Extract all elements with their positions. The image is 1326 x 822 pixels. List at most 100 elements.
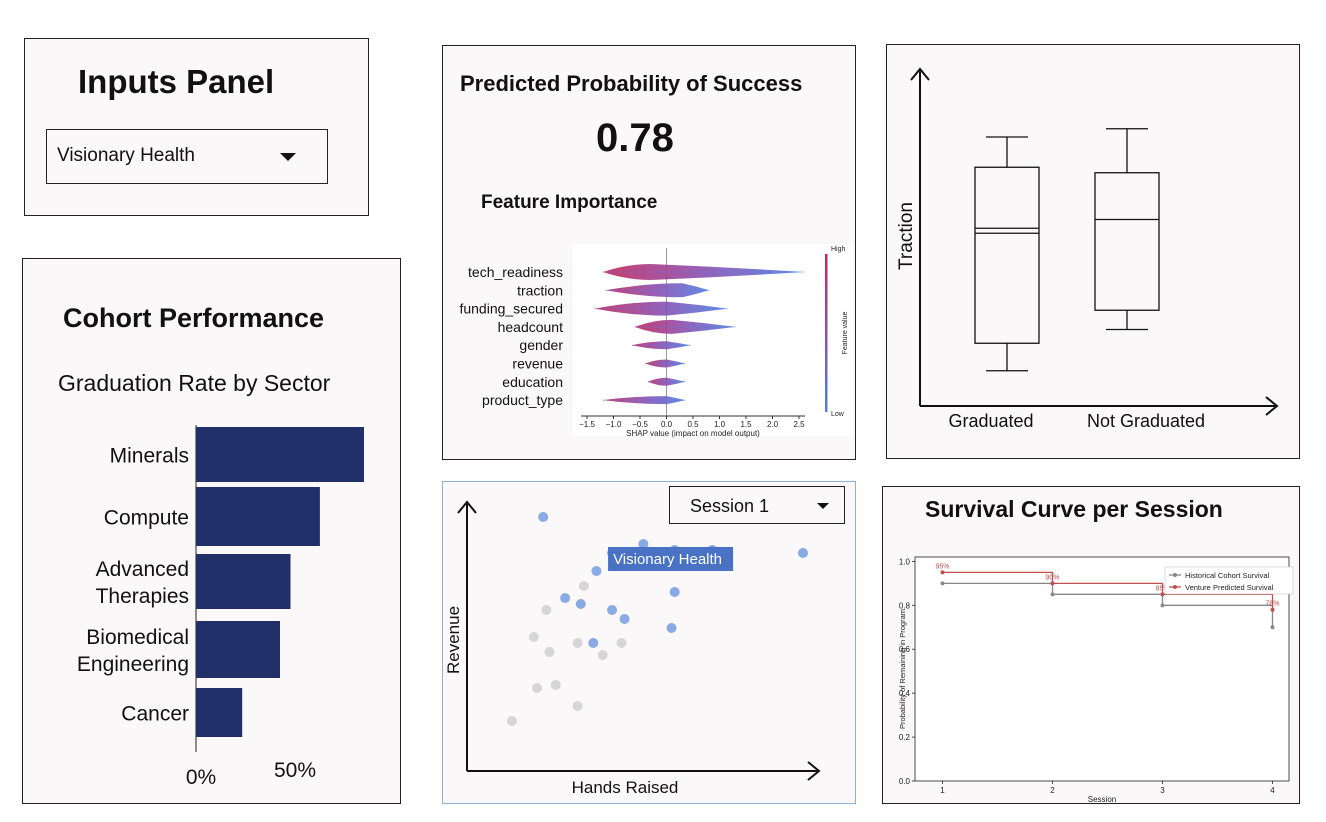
caret-down-icon [817,503,829,509]
shap-violin [634,319,736,334]
survival-point-label: 90% [1045,574,1059,581]
survival-y-label: Probability of Remaining in Program [898,609,907,729]
scatter-highlight-box [608,547,734,571]
shap-feature-label: gender [519,337,563,353]
shap-feature-label: product_type [482,392,563,408]
survival-point [1270,607,1275,612]
scatter-point-blue [591,566,602,576]
scatter-point-blue [538,512,549,522]
survival-point [1160,592,1165,597]
scatter-point-blue [666,623,677,633]
survival-point [940,570,945,575]
shap-feature-label: funding_secured [459,301,563,317]
survival-y-tick-label: 1.0 [899,557,911,566]
survival-point-label: 78% [1265,601,1279,608]
shap-violin [645,359,686,368]
scatter-point-grey [544,647,555,657]
traction-panel: Traction Graduated Not Graduated [886,44,1300,459]
bar-5 [196,688,243,737]
bar-label: Advanced [96,558,189,581]
shap-violin [602,264,805,280]
box-body [974,166,1040,344]
box-y-label: Traction [896,202,917,270]
session-select-value: Session 1 [690,496,770,516]
prediction-title: Predicted Probability of Success [460,71,803,96]
survival-legend-marker [1173,573,1177,577]
survival-point-label: 85% [1155,585,1169,592]
venture-select[interactable]: Visionary Health [46,129,328,184]
shap-colorbar-label: Feature value [842,311,849,354]
survival-point [1160,603,1165,608]
shap-feature-label: headcount [498,319,564,335]
scatter-point-grey [550,680,561,690]
scatter-point-blue [619,614,630,624]
scatter-point-grey [506,716,517,726]
shap-colorbar [825,254,828,412]
bar-label: Minerals [110,445,189,468]
bar-tick-label: 0% [186,766,216,789]
caret-down-icon [280,153,296,161]
survival-y-tick-label: 0.8 [899,601,911,610]
bar-4 [196,621,280,678]
shap-tick-label: 1.0 [714,420,726,429]
scatter-point-grey [541,605,552,615]
box-category-label: Graduated [948,411,1033,431]
inputs-panel: Inputs Panel Visionary Health [24,38,369,216]
session-scatter-panel: Hands Raised Revenue Visionary Health Sess… [442,481,856,804]
survival-y-tick-label: 0.0 [899,777,911,786]
shap-tick-label: 1.5 [740,420,752,429]
scatter-point-grey [531,683,542,693]
scatter-x-label: Hands Raised [572,778,679,797]
scatter-point-grey [572,701,583,711]
survival-point [1270,625,1275,630]
scatter-y-arrow [457,500,477,514]
survival-legend [1164,566,1294,595]
shap-feature-label: traction [517,282,563,298]
survival-point [1050,581,1055,586]
scatter-x-arrow [807,761,821,781]
bar-1 [196,427,364,482]
scatter-point-grey [578,581,589,591]
shap-colorbar-low: Low [831,411,845,418]
scatter-highlight-label: Visionary Health [613,551,722,568]
shap-tick-label: 0.0 [661,420,673,429]
survival-x-label: Session [1088,795,1116,803]
survival-legend-marker [1173,585,1177,589]
box-y-arrow [910,67,930,81]
scatter-point-grey [528,632,539,642]
shap-violin [602,396,686,405]
box-x-arrow [1265,396,1279,416]
prediction-panel: Predicted Probability of Success 0.78 Fe… [442,45,856,460]
traction-box-chart: Traction Graduated Not Graduated [896,67,1279,431]
shap-tick-label: −1.0 [606,420,622,429]
cohort-performance-title: Cohort Performance [63,303,325,333]
bar-label: Compute [104,507,189,530]
session-select[interactable]: Session 1 [669,486,845,524]
bar-2 [196,487,320,546]
survival-point [940,581,945,586]
scatter-point-blue [669,587,680,597]
scatter-point-blue [607,605,618,615]
shap-feature-label: revenue [512,356,563,372]
survival-point-label: 95% [935,563,949,570]
scatter-point-grey [616,638,627,648]
inputs-panel-title: Inputs Panel [78,63,275,100]
shap-colorbar-high: High [831,246,846,253]
scatter-y-label: Revenue [444,606,463,674]
shap-tick-label: 2.5 [793,420,805,429]
box-body [1094,172,1160,311]
bar-label: Cancer [121,703,189,726]
shap-tick-label: −1.5 [579,420,595,429]
bar-label: Biomedical [86,626,189,649]
hands-revenue-scatter: Hands Raised Revenue Visionary Health [444,500,821,797]
scatter-point-grey [572,638,583,648]
shap-tick-label: −0.5 [632,420,648,429]
survival-curve-chart: 0.0 0.2 0.4 0.6 0.8 1.0 1 2 3 4 Session Probability… [898,556,1294,803]
graduation-chart-title: Graduation Rate by Sector [58,370,331,396]
scatter-point-grey [597,650,608,660]
survival-x-tick-label: 4 [1270,786,1275,795]
shap-feature-label: education [502,374,563,390]
survival-x-tick-label: 2 [1050,786,1055,795]
survival-y-tick-label: 0.6 [899,645,911,654]
bar-tick-label: 50% [274,759,316,782]
